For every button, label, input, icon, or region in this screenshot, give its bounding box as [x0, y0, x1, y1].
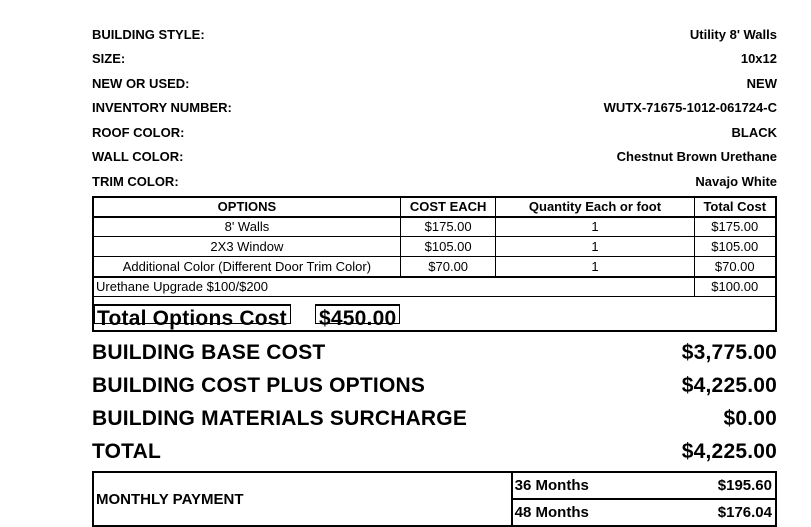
quantity-cell: 1 — [495, 236, 695, 257]
info-label: INVENTORY NUMBER: — [92, 100, 232, 116]
info-label: BUILDING STYLE: — [92, 26, 205, 42]
quantity-cell: 1 — [495, 256, 695, 277]
info-value: Chestnut Brown Urethane — [616, 149, 777, 165]
amount-cell: $195.60 — [717, 477, 772, 494]
options-cost-table: OPTIONS COST EACH Quantity Each or foot … — [92, 195, 777, 332]
info-value: BLACK — [731, 124, 778, 140]
monthly-payment-row-48: 48 Months $176.04 — [93, 498, 776, 526]
total-options-cost-row: Total Options Cost $450.00 — [94, 297, 401, 330]
building-base-cost-row: BUILDING BASE COST $3,775.00 — [92, 336, 777, 369]
total-cost-cell: $450.00 — [315, 303, 401, 330]
info-row-size: SIZE: 10x12 — [92, 47, 777, 72]
cost-each-cell: $105.00 — [399, 236, 497, 257]
options-table-header-row: OPTIONS COST EACH Quantity Each or foot … — [92, 196, 777, 218]
cost-summary-block: BUILDING BASE COST $3,775.00 BUILDING CO… — [92, 336, 777, 468]
info-row-building-style: BUILDING STYLE: Utility 8' Walls — [92, 22, 777, 47]
summary-label: BUILDING MATERIALS SURCHARGE — [92, 406, 468, 430]
option-name-cell: Additional Color (Different Door Trim Co… — [92, 256, 401, 277]
info-label: ROOF COLOR: — [92, 124, 185, 140]
info-value: Utility 8' Walls — [689, 26, 777, 42]
summary-label: BUILDING COST PLUS OPTIONS — [92, 373, 426, 397]
info-row-trim-color: TRIM COLOR: Navajo White — [92, 169, 777, 194]
cost-each-cell: $175.00 — [399, 216, 497, 237]
total-cost-cell: $100.00 — [693, 275, 777, 297]
summary-label: BUILDING BASE COST — [92, 340, 326, 364]
table-row: 8' Walls $175.00 1 $175.00 — [92, 216, 777, 237]
option-name-cell: 8' Walls — [92, 216, 401, 237]
building-info-block: BUILDING STYLE: Utility 8' Walls SIZE: 1… — [92, 22, 777, 194]
term-cell: 48 Months — [510, 498, 669, 526]
urethane-upgrade-row: Urethane Upgrade $100/$200 $100.00 — [92, 275, 777, 297]
summary-value: $4,225.00 — [681, 439, 777, 463]
column-header-options: OPTIONS — [92, 196, 401, 218]
building-cost-plus-options-row: BUILDING COST PLUS OPTIONS $4,225.00 — [92, 369, 777, 402]
info-value: WUTX-71675-1012-061724-C — [603, 100, 777, 116]
info-value: NEW — [746, 75, 777, 91]
info-row-new-or-used: NEW OR USED: NEW — [92, 71, 777, 96]
document-content: BUILDING STYLE: Utility 8' Walls SIZE: 1… — [92, 0, 777, 527]
summary-value: $0.00 — [723, 406, 777, 430]
info-label: TRIM COLOR: — [92, 173, 179, 189]
amount-cell: $176.04 — [668, 498, 776, 526]
info-label: NEW OR USED: — [92, 75, 190, 91]
total-options-cost-label: Total Options Cost — [94, 303, 291, 330]
column-header-quantity: Quantity Each or foot — [495, 196, 695, 218]
info-row-wall-color: WALL COLOR: Chestnut Brown Urethane — [92, 145, 777, 170]
monthly-payment-label: MONTHLY PAYMENT — [96, 490, 244, 508]
summary-value: $3,775.00 — [681, 340, 777, 364]
cost-each-cell: $70.00 — [399, 256, 497, 277]
urethane-upgrade-label: Urethane Upgrade $100/$200 — [92, 275, 695, 297]
info-label: WALL COLOR: — [92, 149, 184, 165]
info-value: Navajo White — [695, 173, 777, 189]
summary-value: $4,225.00 — [681, 373, 777, 397]
info-row-inventory-number: INVENTORY NUMBER: WUTX-71675-1012-061724… — [92, 96, 777, 121]
building-materials-surcharge-row: BUILDING MATERIALS SURCHARGE $0.00 — [92, 402, 777, 435]
column-header-cost-each: COST EACH — [399, 196, 497, 218]
total-cost-cell: $70.00 — [693, 256, 777, 277]
info-value: 10x12 — [740, 51, 777, 67]
grand-total-row: TOTAL $4,225.00 — [92, 435, 777, 468]
term-cell: 36 Months — [510, 472, 669, 499]
info-label: SIZE: — [92, 51, 126, 67]
column-header-total-cost: Total Cost — [693, 196, 777, 218]
table-row: Additional Color (Different Door Trim Co… — [92, 256, 777, 277]
monthly-payment-row-36: MONTHLY PAYMENT 36 Months $195.60 — [93, 472, 776, 508]
quantity-cell: 1 — [495, 216, 695, 237]
info-row-roof-color: ROOF COLOR: BLACK — [92, 120, 777, 145]
summary-label: TOTAL — [92, 439, 162, 463]
total-cost-cell: $175.00 — [693, 216, 777, 237]
total-cost-cell: $105.00 — [693, 236, 777, 257]
option-name-cell: 2X3 Window — [92, 236, 401, 257]
table-row: 2X3 Window $105.00 1 $105.00 — [92, 236, 777, 257]
monthly-payment-table: MONTHLY PAYMENT 36 Months $195.60 48 Mon… — [92, 471, 777, 527]
